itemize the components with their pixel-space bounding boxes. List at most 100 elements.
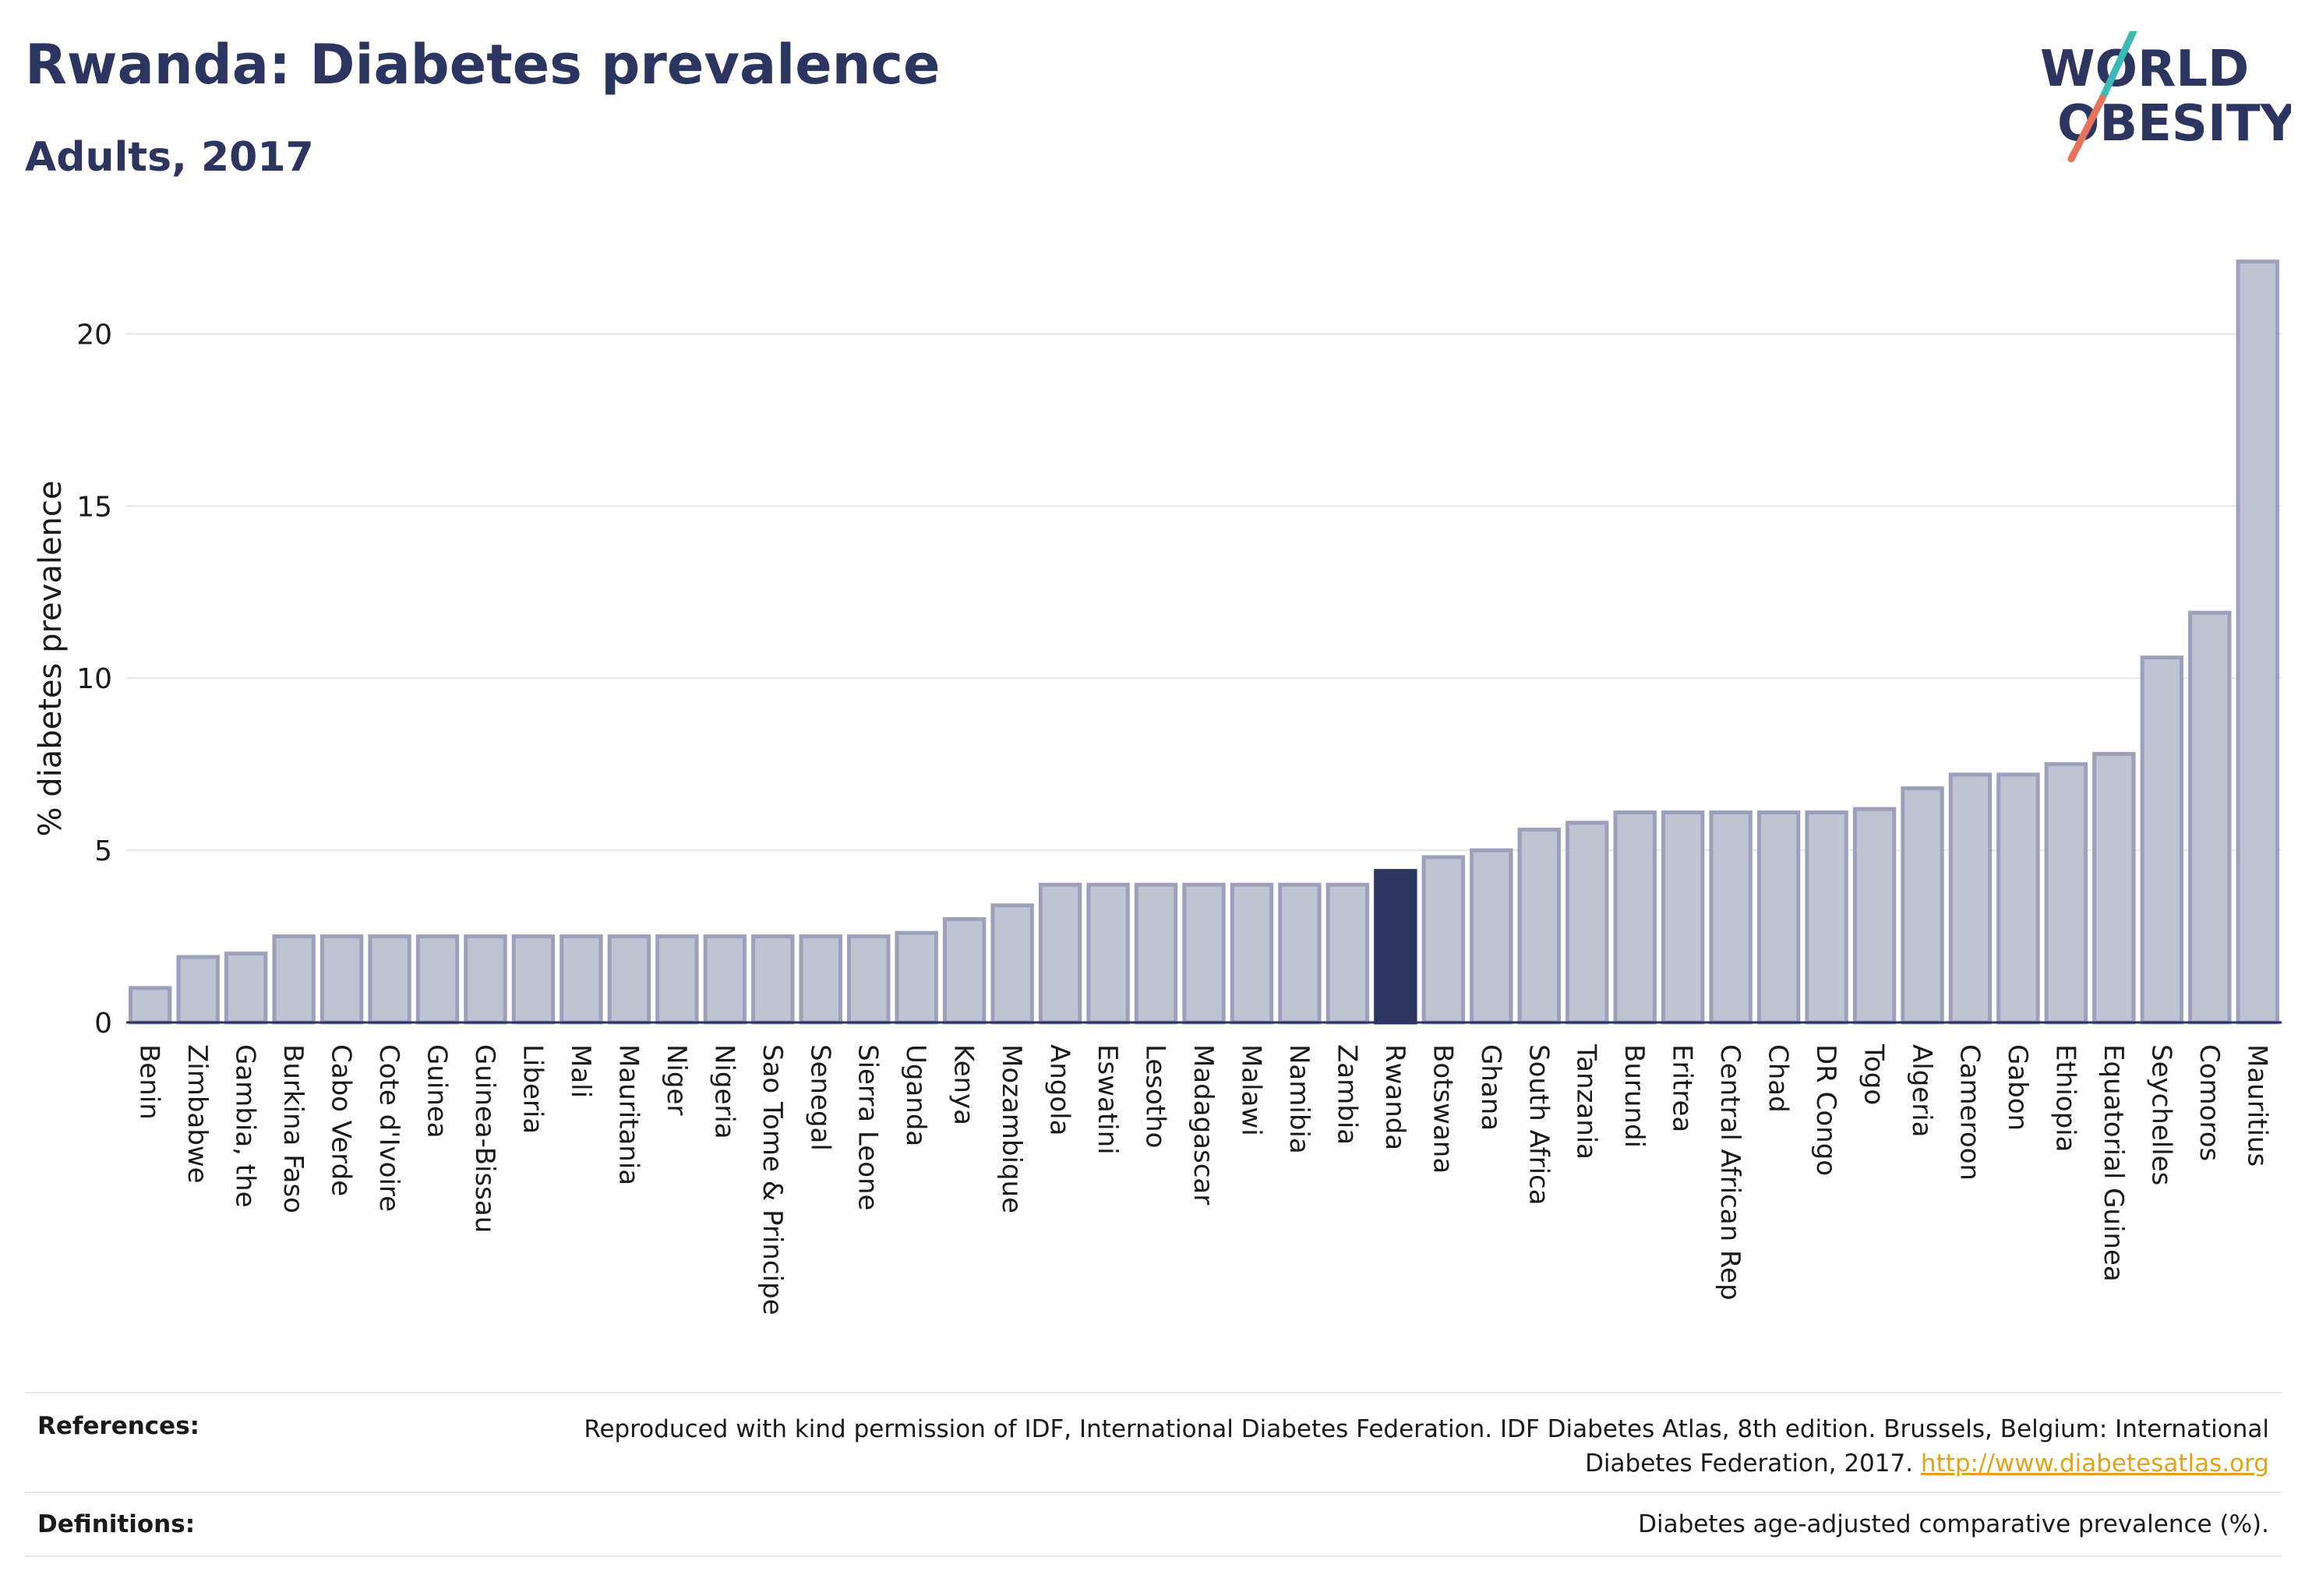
bar [2140, 655, 2184, 1025]
x-tick-label: Comoros [2194, 1044, 2225, 1161]
bar [847, 934, 891, 1025]
x-tick-label: Namibia [1283, 1044, 1315, 1154]
bar [799, 934, 842, 1025]
bar [990, 903, 1034, 1025]
x-tick-label: Nigeria [708, 1044, 740, 1139]
bar [607, 934, 651, 1025]
footer-rule-top [25, 1392, 2282, 1393]
x-tick-label: Senegal [804, 1044, 835, 1151]
bar [1756, 810, 1801, 1025]
bar [129, 986, 172, 1025]
y-tick-labels: 0 5 10 15 20 [76, 319, 112, 1040]
x-tick-label: Gambia, the [230, 1044, 261, 1208]
x-tick-label: Cote d'Ivoire [373, 1044, 404, 1212]
references-link[interactable]: http://www.diabetesatlas.org [1920, 1449, 2269, 1478]
bar [1709, 810, 1753, 1025]
x-tick-label: Mauritania [612, 1044, 644, 1185]
x-tick-label: Botswana [1427, 1044, 1458, 1174]
x-tick-label: Seychelles [2145, 1044, 2176, 1185]
bar [703, 934, 747, 1025]
bar [224, 952, 268, 1025]
x-tick-label: Mali [565, 1044, 596, 1098]
bar [1038, 882, 1082, 1025]
x-tick-label: Guinea-Bissau [469, 1044, 500, 1233]
x-tick-label: DR Congo [1810, 1044, 1841, 1176]
bar [176, 955, 220, 1025]
logo-text-world: WORLD [2040, 41, 2249, 98]
world-obesity-logo: WORLD OBESITY [2040, 31, 2291, 163]
bar [559, 934, 603, 1025]
references-label: References: [37, 1412, 200, 1440]
bar [1086, 882, 1130, 1025]
bar [1421, 855, 1466, 1025]
x-tick-label: Ghana [1475, 1044, 1506, 1131]
bar [655, 934, 699, 1025]
x-tick-label: Angola [1044, 1044, 1075, 1135]
y-tick-label: 5 [94, 835, 112, 867]
y-tick-label: 0 [94, 1008, 112, 1040]
x-tick-label: Madagascar [1188, 1044, 1219, 1205]
y-tick-label: 10 [76, 663, 112, 695]
x-tick-label: Equatorial Guinea [2098, 1044, 2129, 1282]
x-tick-label: Malawi [1235, 1044, 1266, 1136]
x-tick-label: Kenya [948, 1044, 980, 1125]
x-tick-label: Eswatini [1092, 1044, 1123, 1155]
bar [1852, 807, 1897, 1025]
x-tick-label: Eritrea [1667, 1044, 1698, 1132]
logo-slash-bottom [2067, 94, 2106, 163]
x-tick-label: Chad [1763, 1044, 1794, 1113]
references-text: Reproduced with kind permission of IDF, … [555, 1412, 2269, 1481]
references-body: Reproduced with kind permission of IDF, … [584, 1415, 2269, 1478]
bar [1661, 810, 1705, 1025]
bar [1613, 810, 1657, 1025]
bar [1182, 882, 1226, 1025]
bar [1565, 821, 1609, 1025]
bar [368, 934, 411, 1025]
x-tick-label: Burkina Faso [277, 1044, 309, 1213]
bar [415, 934, 460, 1025]
x-tick-label: Algeria [1906, 1044, 1937, 1137]
bar [511, 934, 556, 1025]
x-tick-label: Ethiopia [2049, 1044, 2081, 1152]
y-axis-label: % diabetes prevalence [33, 480, 69, 836]
bar [1517, 828, 1561, 1025]
y-tick-label: 15 [76, 491, 112, 523]
bar [1134, 882, 1178, 1025]
y-tick-label: 20 [76, 319, 112, 351]
bar [1470, 848, 1513, 1025]
page-title: Rwanda: Diabetes prevalence [25, 33, 941, 97]
bar [2236, 260, 2279, 1025]
x-tick-label: Lesotho [1140, 1044, 1171, 1148]
bar [319, 934, 364, 1025]
x-tick-labels: Benin Zimbabwe Gambia, the Burkina Faso Cabo… [134, 1043, 2273, 1315]
x-tick-label: Niger [661, 1044, 692, 1115]
bar [2188, 610, 2232, 1025]
x-tick-label: Mozambique [996, 1044, 1027, 1213]
logo-slash-top [2099, 31, 2137, 102]
bar-highlight [1374, 869, 1417, 1025]
bars [129, 260, 2279, 1025]
bar [2044, 762, 2088, 1025]
x-tick-label: Cabo Verde [326, 1044, 357, 1196]
x-tick-label: South Africa [1523, 1044, 1554, 1206]
bar [1230, 882, 1274, 1025]
bar [751, 934, 795, 1025]
x-tick-label: Tanzania [1571, 1043, 1602, 1160]
bar [2092, 751, 2136, 1025]
definitions-label: Definitions: [37, 1510, 196, 1538]
bar [1996, 772, 2040, 1025]
bar [1948, 772, 1993, 1025]
x-tick-label: Benin [134, 1044, 165, 1120]
bar [1325, 882, 1370, 1025]
bar [464, 934, 507, 1025]
footer-rule-bottom [25, 1555, 2282, 1557]
x-tick-label: Sao Tome & Principe [757, 1044, 788, 1315]
x-tick-label: Gabon [2002, 1044, 2033, 1131]
x-tick-label: Liberia [517, 1044, 548, 1134]
x-tick-label: Central African Rep [1714, 1044, 1746, 1301]
x-tick-label: Rwanda [1379, 1044, 1410, 1150]
page-subtitle: Adults, 2017 [25, 134, 314, 181]
references-section: References: Reproduced with kind permiss… [25, 1403, 2282, 1488]
bar [942, 916, 987, 1025]
x-tick-label: Zambia [1331, 1044, 1362, 1145]
